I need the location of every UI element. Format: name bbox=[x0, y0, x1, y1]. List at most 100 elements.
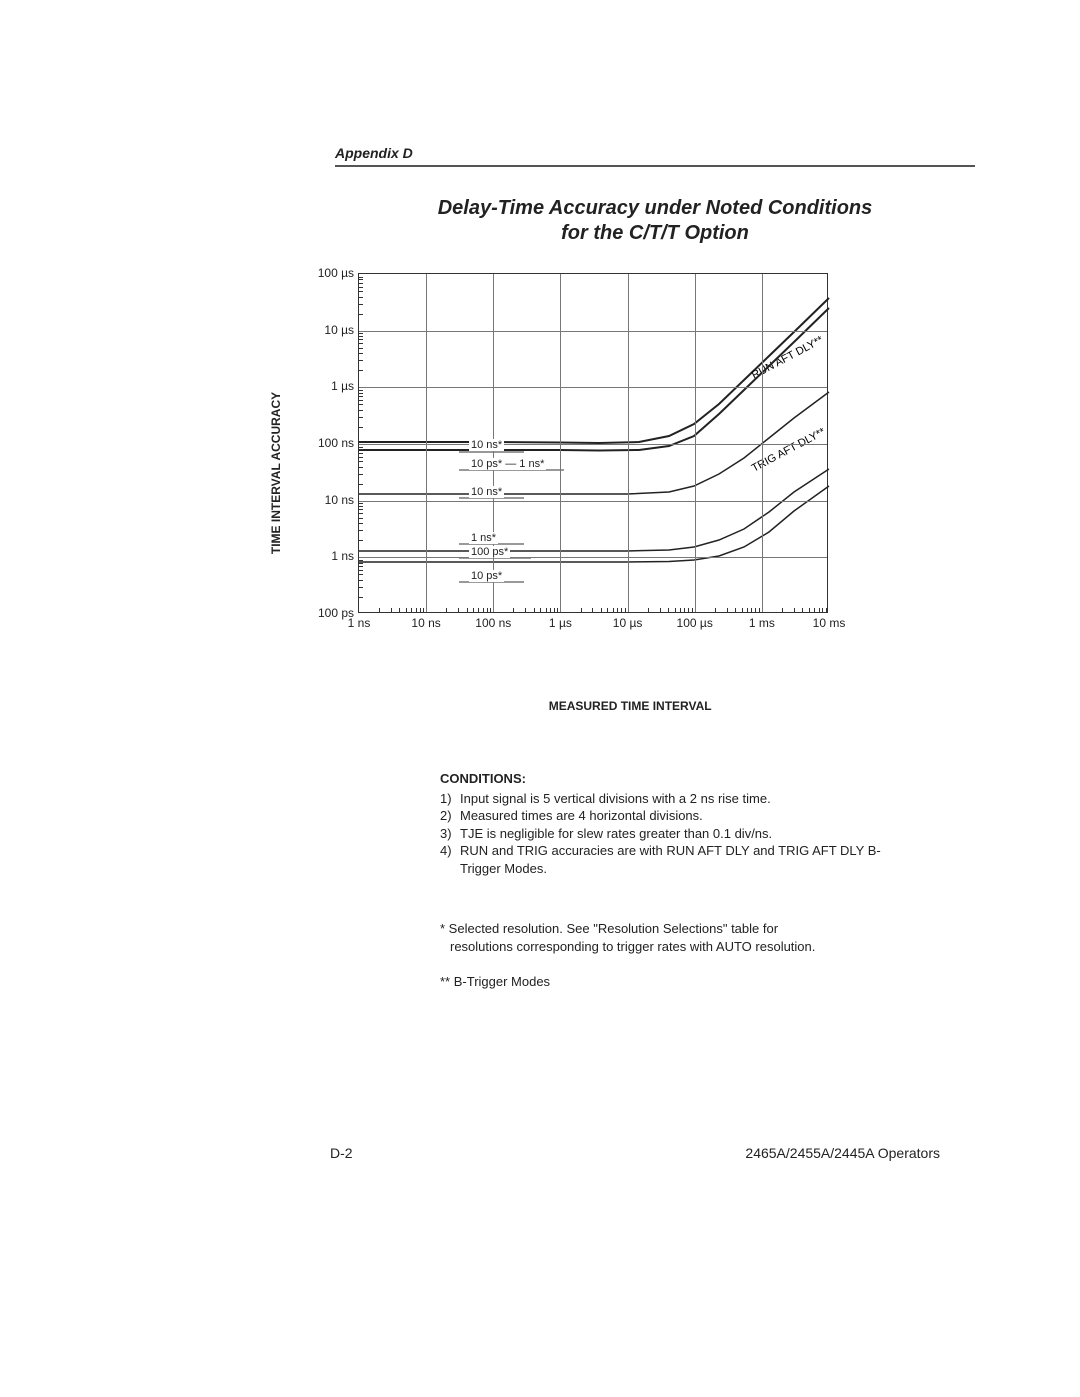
xtick-minor bbox=[411, 608, 412, 612]
ytick-0: 100 µs bbox=[310, 266, 354, 280]
footer-page-num: D-2 bbox=[330, 1145, 353, 1161]
xtick-minor bbox=[727, 608, 728, 612]
grid-v bbox=[695, 274, 696, 612]
footnote-star-a: * Selected resolution. See "Resolution S… bbox=[440, 920, 920, 938]
xtick-minor bbox=[822, 608, 823, 612]
ytick-minor bbox=[359, 566, 363, 567]
ytick-minor bbox=[359, 304, 363, 305]
ytick-5: 1 ns bbox=[310, 549, 354, 563]
ytick-minor bbox=[359, 400, 363, 401]
xtick-minor bbox=[782, 608, 783, 612]
ytick-minor bbox=[359, 291, 363, 292]
x-axis-label: MEASURED TIME INTERVAL bbox=[549, 699, 712, 713]
xtick-minor bbox=[759, 608, 760, 612]
xtick-minor bbox=[483, 608, 484, 612]
condition-1: 1)Input signal is 5 vertical divisions w… bbox=[440, 790, 920, 808]
xtick-minor bbox=[794, 608, 795, 612]
ytick-4: 10 ns bbox=[310, 493, 354, 507]
chart-container: TIME INTERVAL ACCURACY MEASURED TIME INT… bbox=[300, 273, 830, 673]
inline-label-2: 10 ns* bbox=[469, 486, 504, 498]
xtick-minor bbox=[680, 608, 681, 612]
grid-h bbox=[359, 557, 827, 558]
conditions-heading: CONDITIONS: bbox=[440, 770, 920, 788]
ytick-minor bbox=[359, 404, 363, 405]
condition-3: 3)TJE is negligible for slew rates great… bbox=[440, 825, 920, 843]
xtick-minor bbox=[648, 608, 649, 612]
xtick-minor bbox=[557, 608, 558, 612]
ytick-minor bbox=[359, 474, 363, 475]
xtick-minor bbox=[742, 608, 743, 612]
ytick-minor bbox=[359, 453, 363, 454]
inline-label-3: 1 ns* bbox=[469, 532, 498, 544]
xtick-minor bbox=[467, 608, 468, 612]
xtick-minor bbox=[607, 608, 608, 612]
appendix-label: Appendix D bbox=[335, 145, 975, 161]
xtick-minor bbox=[617, 608, 618, 612]
grid-v bbox=[762, 274, 763, 612]
ytick-minor bbox=[359, 457, 363, 458]
ytick-minor bbox=[359, 447, 363, 448]
xtick-minor bbox=[675, 608, 676, 612]
ytick-1: 10 µs bbox=[310, 323, 354, 337]
xtick-minor bbox=[525, 608, 526, 612]
xtick-minor bbox=[379, 608, 380, 612]
header-block: Appendix D Delay-Time Accuracy under Not… bbox=[335, 145, 975, 673]
ytick-minor bbox=[359, 396, 363, 397]
ytick-minor bbox=[359, 390, 363, 391]
condition-2: 2)Measured times are 4 horizontal divisi… bbox=[440, 807, 920, 825]
xtick-minor bbox=[814, 608, 815, 612]
xtick-minor bbox=[802, 608, 803, 612]
ytick-minor bbox=[359, 503, 363, 504]
xtick-0: 1 ns bbox=[348, 616, 371, 630]
page-title-line1: Delay-Time Accuracy under Noted Conditio… bbox=[335, 197, 975, 220]
xtick-minor bbox=[391, 608, 392, 612]
ytick-minor bbox=[359, 297, 363, 298]
xtick-minor bbox=[478, 608, 479, 612]
ytick-minor bbox=[359, 574, 363, 575]
grid-v bbox=[426, 274, 427, 612]
xtick-minor bbox=[513, 608, 514, 612]
ytick-minor bbox=[359, 336, 363, 337]
xtick-minor bbox=[751, 608, 752, 612]
ytick-minor bbox=[359, 393, 363, 394]
xtick-minor bbox=[819, 608, 820, 612]
xtick-minor bbox=[668, 608, 669, 612]
ytick-minor bbox=[359, 506, 363, 507]
ytick-minor bbox=[359, 461, 363, 462]
ytick-minor bbox=[359, 348, 363, 349]
grid-h bbox=[359, 501, 827, 502]
footnote-star-b: resolutions corresponding to trigger rat… bbox=[450, 938, 920, 956]
inline-label-4: 100 ps* bbox=[469, 546, 510, 558]
xtick-minor bbox=[534, 608, 535, 612]
xtick-minor bbox=[406, 608, 407, 612]
xtick-minor bbox=[546, 608, 547, 612]
inline-label-1: 10 ps* — 1 ns* bbox=[469, 458, 546, 470]
grid-h bbox=[359, 331, 827, 332]
xtick-minor bbox=[660, 608, 661, 612]
xtick-minor bbox=[420, 608, 421, 612]
xtick-minor bbox=[554, 608, 555, 612]
ytick-minor bbox=[359, 467, 363, 468]
xtick-minor bbox=[601, 608, 602, 612]
footer-manual-id: 2465A/2455A/2445A Operators bbox=[745, 1145, 940, 1161]
xtick-4: 10 µs bbox=[613, 616, 643, 630]
ytick-minor bbox=[359, 563, 363, 564]
xtick-minor bbox=[581, 608, 582, 612]
grid-v bbox=[560, 274, 561, 612]
xtick-2: 100 ns bbox=[475, 616, 511, 630]
ytick-minor bbox=[359, 333, 363, 334]
ytick-minor bbox=[359, 513, 363, 514]
footnotes-block: * Selected resolution. See "Resolution S… bbox=[440, 920, 920, 991]
page-title-line2: for the C/T/T Option bbox=[335, 222, 975, 245]
xtick-minor bbox=[423, 608, 424, 612]
ytick-minor bbox=[359, 449, 363, 450]
page: Appendix D Delay-Time Accuracy under Not… bbox=[0, 0, 1080, 1397]
ytick-minor bbox=[359, 283, 363, 284]
xtick-7: 10 ms bbox=[813, 616, 846, 630]
ytick-minor bbox=[359, 530, 363, 531]
xtick-minor bbox=[755, 608, 756, 612]
ytick-minor bbox=[359, 523, 363, 524]
ytick-minor bbox=[359, 540, 363, 541]
xtick-3: 1 µs bbox=[549, 616, 572, 630]
header-rule bbox=[335, 165, 975, 167]
